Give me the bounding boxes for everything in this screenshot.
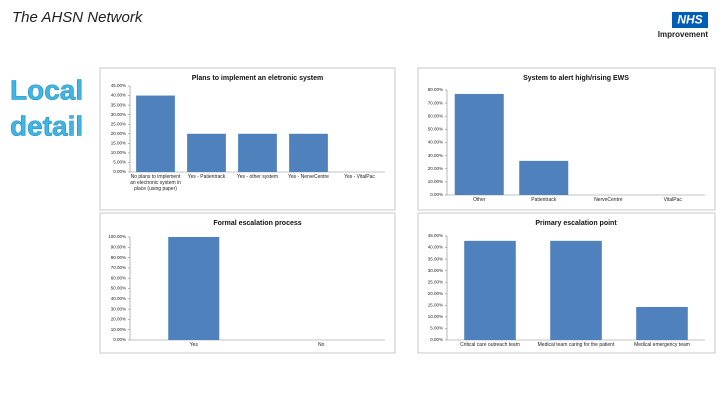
y-tick-label: 15.00%	[111, 141, 126, 146]
chart-title: Primary escalation point	[535, 220, 617, 227]
y-tick-label: 35.00%	[428, 256, 443, 261]
y-tick-label: 35.00%	[111, 102, 126, 107]
y-tick-label: 20.00%	[428, 166, 443, 171]
y-tick-label: 0.00%	[430, 192, 443, 197]
x-tick-label-box: Yes - Patientrack	[187, 174, 226, 180]
x-tick-label-box: No	[318, 342, 325, 348]
y-tick-label: 20.00%	[111, 131, 126, 136]
side-title: detail	[10, 110, 83, 141]
y-tick-label: 45.00%	[428, 233, 443, 238]
y-tick-label: 45.00%	[111, 83, 126, 88]
chart-title: Formal escalation process	[213, 220, 301, 227]
y-tick-label: 50.00%	[111, 286, 126, 291]
y-tick-label: 0.00%	[113, 169, 126, 174]
y-tick-label: 40.00%	[428, 245, 443, 250]
x-tick-label: Critical care outreach team	[460, 342, 520, 348]
bar	[454, 93, 504, 195]
bar	[136, 95, 175, 172]
y-tick-label: 0.00%	[430, 337, 443, 342]
y-tick-label: 90.00%	[111, 244, 126, 249]
y-tick-label: 25.00%	[111, 121, 126, 126]
y-tick-label: 50.00%	[428, 127, 443, 132]
x-tick-label-box: Other	[472, 197, 486, 203]
bar	[289, 133, 328, 172]
y-tick-label: 30.00%	[428, 153, 443, 158]
x-tick-label-box: NerveCentre	[594, 197, 623, 203]
x-tick-label-box: Yes	[189, 342, 198, 348]
y-tick-label: 5.00%	[113, 160, 126, 165]
y-tick-label: 10.00%	[428, 179, 443, 184]
y-tick-label: 100.00%	[108, 234, 126, 239]
x-tick-label: NerveCentre	[594, 197, 623, 203]
x-tick-label: Yes	[189, 342, 198, 348]
y-tick-label: 20.00%	[111, 317, 126, 322]
bar	[168, 237, 220, 340]
x-tick-label-box: Yes - other system	[236, 174, 279, 180]
x-tick-label-box: Patientrack	[531, 197, 557, 203]
bar	[519, 160, 569, 195]
y-tick-label: 40.00%	[428, 140, 443, 145]
bar	[238, 133, 277, 172]
network-name: The AHSN Network	[12, 9, 144, 26]
y-tick-label: 40.00%	[111, 296, 126, 301]
bar	[187, 133, 226, 172]
x-tick-label: No	[318, 342, 325, 348]
y-tick-label: 30.00%	[111, 112, 126, 117]
y-tick-label: 80.00%	[111, 255, 126, 260]
y-tick-label: 80.00%	[428, 87, 443, 92]
x-tick-label-box: VitalPac	[663, 197, 682, 203]
logo: NHS	[677, 13, 702, 27]
y-tick-label: 15.00%	[428, 303, 443, 308]
x-tick-label: Medical emergency team	[634, 342, 690, 348]
x-tick-label: Yes - NerveCentre	[288, 174, 329, 180]
x-tick-label: Yes - Patientrack	[187, 174, 226, 180]
bar	[550, 240, 602, 340]
x-tick-label-box: Yes - NerveCentre	[288, 174, 329, 180]
x-tick-label-box: No plans to implement an electronic syst…	[130, 174, 181, 192]
y-tick-label: 30.00%	[428, 268, 443, 273]
bar	[464, 240, 516, 340]
y-tick-label: 70.00%	[428, 100, 443, 105]
x-tick-label: Patientrack	[531, 197, 557, 203]
y-tick-label: 10.00%	[428, 314, 443, 319]
x-tick-label: VitalPac	[663, 197, 682, 203]
x-tick-label-box: Medical team caring for the patient	[537, 342, 615, 348]
x-tick-label: No plans to implement an electronic syst…	[130, 174, 181, 192]
y-tick-label: 60.00%	[428, 113, 443, 118]
y-tick-label: 30.00%	[111, 306, 126, 311]
side-title: Local	[10, 74, 83, 105]
bar	[636, 306, 688, 340]
y-tick-label: 25.00%	[428, 279, 443, 284]
y-tick-label: 10.00%	[111, 150, 126, 155]
y-tick-label: 70.00%	[111, 265, 126, 270]
x-tick-label: Medical team caring for the patient	[537, 342, 615, 348]
y-tick-label: 5.00%	[430, 326, 443, 331]
y-tick-label: 40.00%	[111, 93, 126, 98]
y-tick-label: 60.00%	[111, 275, 126, 280]
y-tick-label: 20.00%	[428, 291, 443, 296]
x-tick-label: Yes - other system	[236, 174, 279, 180]
chart-title: Plans to implement an eletronic system	[192, 75, 324, 82]
x-tick-label-box: Medical emergency team	[634, 342, 690, 348]
chart-title: System to alert high/rising EWS	[523, 75, 629, 82]
x-tick-label-box: Yes - VitalPac	[344, 174, 375, 180]
x-tick-label: Yes - VitalPac	[344, 174, 375, 180]
y-tick-label: 0.00%	[113, 337, 126, 342]
x-tick-label: Other	[472, 197, 486, 203]
logo-sub: Improvement	[658, 30, 709, 39]
x-tick-label-box: Critical care outreach team	[460, 342, 520, 348]
chart-frame	[99, 212, 396, 354]
y-tick-label: 10.00%	[111, 327, 126, 332]
logo-box	[672, 12, 708, 28]
